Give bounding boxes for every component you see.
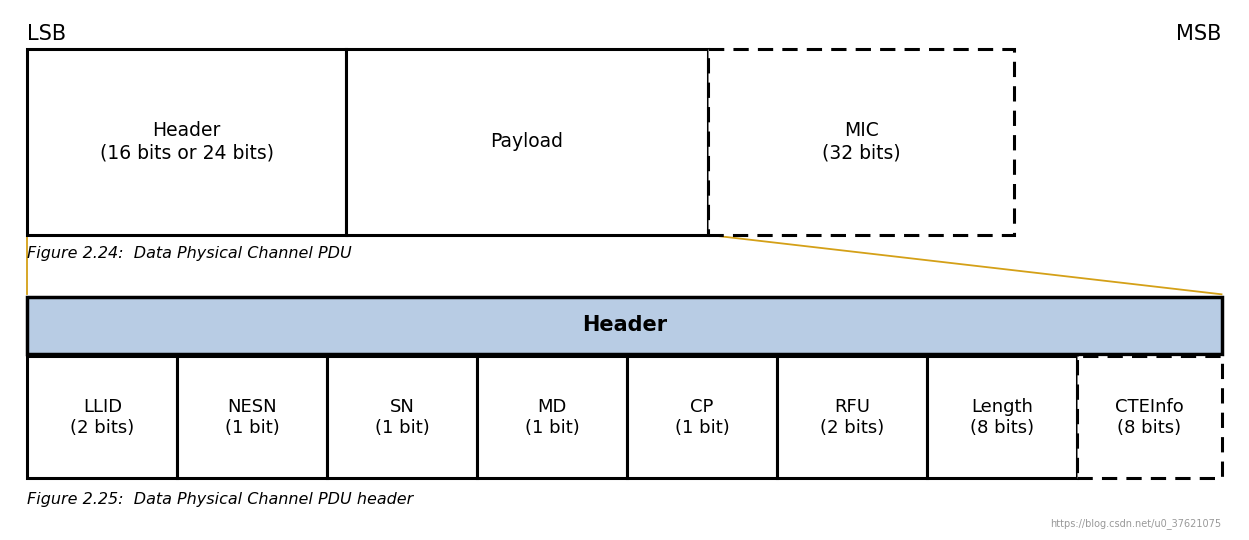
Text: https://blog.csdn.net/u0_37621075: https://blog.csdn.net/u0_37621075 (1050, 518, 1222, 529)
Text: Header: Header (582, 315, 667, 335)
Text: Header
(16 bits or 24 bits): Header (16 bits or 24 bits) (100, 122, 274, 162)
Bar (27, 49, 346, 235)
Bar (627, 356, 777, 478)
Bar (27, 356, 177, 478)
Text: MD
(1 bit): MD (1 bit) (525, 398, 580, 436)
Text: NESN
(1 bit): NESN (1 bit) (225, 398, 280, 436)
Bar (327, 356, 477, 478)
Text: LLID
(2 bits): LLID (2 bits) (70, 398, 135, 436)
Text: RFU
(2 bits): RFU (2 bits) (819, 398, 884, 436)
Text: CP
(1 bit): CP (1 bit) (674, 398, 729, 436)
Text: Length
(8 bits): Length (8 bits) (969, 398, 1034, 436)
Text: LSB: LSB (27, 24, 66, 44)
Bar (346, 49, 708, 235)
Bar (27, 297, 1222, 354)
Text: CTEInfo
(8 bits): CTEInfo (8 bits) (1114, 398, 1184, 436)
Bar (708, 49, 1014, 235)
Text: Figure 2.24:  Data Physical Channel PDU: Figure 2.24: Data Physical Channel PDU (27, 246, 352, 261)
Bar (777, 356, 927, 478)
Bar (477, 356, 627, 478)
Text: Payload: Payload (491, 132, 563, 151)
Bar (1077, 356, 1222, 478)
Text: Figure 2.25:  Data Physical Channel PDU header: Figure 2.25: Data Physical Channel PDU h… (27, 491, 413, 507)
Text: MIC
(32 bits): MIC (32 bits) (822, 122, 901, 162)
Bar (927, 356, 1077, 478)
Text: SN
(1 bit): SN (1 bit) (375, 398, 430, 436)
Text: MSB: MSB (1177, 24, 1222, 44)
Bar (177, 356, 327, 478)
